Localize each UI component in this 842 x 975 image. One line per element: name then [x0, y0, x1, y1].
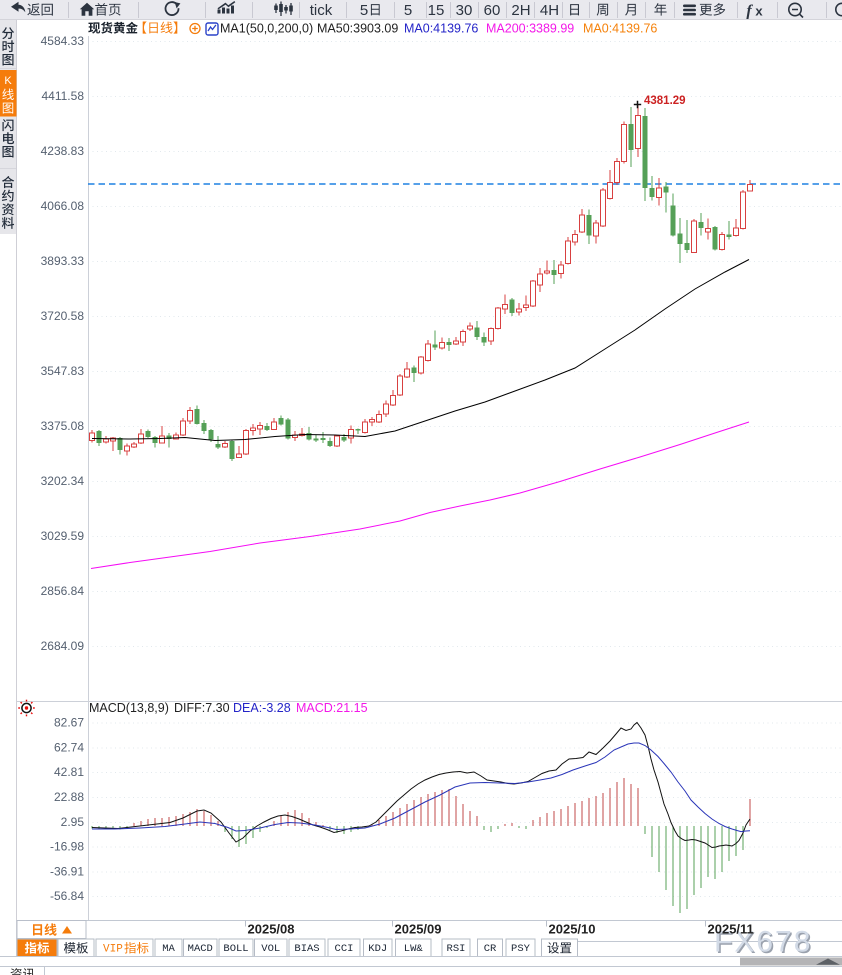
svg-text:3720.58: 3720.58	[41, 309, 85, 323]
svg-text:4H: 4H	[540, 2, 559, 19]
svg-text:MA1(50,0,200,0): MA1(50,0,200,0)	[220, 22, 313, 36]
svg-text:f: f	[746, 3, 753, 20]
svg-text:2856.84: 2856.84	[41, 584, 85, 598]
svg-text:15: 15	[428, 2, 445, 19]
svg-text:MACD: MACD	[188, 943, 213, 955]
svg-text:3893.33: 3893.33	[41, 254, 85, 268]
svg-text:30: 30	[456, 2, 473, 19]
svg-text:x: x	[755, 4, 763, 19]
svg-text:MA0:4139.76: MA0:4139.76	[583, 22, 657, 36]
svg-text:PSY: PSY	[511, 943, 531, 955]
svg-text:FX678: FX678	[716, 927, 814, 960]
svg-text:MA50:3903.09: MA50:3903.09	[317, 22, 398, 36]
svg-text:K: K	[4, 75, 12, 87]
svg-text:62.74: 62.74	[54, 741, 84, 755]
svg-text:FX678: FX678	[714, 926, 812, 959]
svg-text:22.88: 22.88	[54, 790, 84, 804]
svg-text:MACD(13,8,9): MACD(13,8,9)	[89, 701, 169, 715]
svg-text:MA200:3389.99: MA200:3389.99	[486, 22, 574, 36]
svg-text:4066.08: 4066.08	[41, 199, 85, 213]
svg-text:2025/09: 2025/09	[395, 922, 442, 937]
svg-text:MACD:21.15: MACD:21.15	[296, 701, 368, 715]
svg-text:5: 5	[360, 2, 368, 19]
svg-text:-36.91: -36.91	[50, 865, 84, 879]
svg-text:4411.58: 4411.58	[42, 89, 85, 103]
svg-text:BIAS: BIAS	[294, 943, 319, 955]
svg-text:82.67: 82.67	[54, 716, 84, 730]
svg-text:2H: 2H	[511, 2, 530, 19]
svg-text:MA0:4139.76: MA0:4139.76	[404, 22, 478, 36]
svg-text:VIP: VIP	[103, 944, 123, 956]
svg-text:-16.98: -16.98	[50, 840, 84, 854]
svg-text:2.95: 2.95	[61, 815, 85, 829]
svg-text:BOLL: BOLL	[223, 943, 248, 955]
svg-text:DIFF:7.30: DIFF:7.30	[174, 701, 230, 715]
svg-text:2025/11: 2025/11	[708, 922, 754, 937]
svg-text:3202.34: 3202.34	[41, 474, 85, 488]
svg-text:tick: tick	[310, 2, 333, 19]
svg-text:2025/08: 2025/08	[248, 922, 295, 937]
svg-text:KDJ: KDJ	[368, 943, 387, 955]
svg-text:3547.83: 3547.83	[41, 364, 85, 378]
svg-text:MA: MA	[162, 943, 175, 955]
svg-text:VOL: VOL	[261, 943, 280, 955]
svg-text:42.81: 42.81	[54, 765, 84, 779]
svg-text:CCI: CCI	[335, 943, 354, 955]
svg-text:2025/10: 2025/10	[549, 922, 596, 937]
svg-text:4238.83: 4238.83	[41, 144, 85, 158]
svg-text:3029.59: 3029.59	[41, 529, 85, 543]
svg-text:2684.09: 2684.09	[41, 639, 85, 653]
svg-text:4584.33: 4584.33	[41, 34, 85, 48]
svg-text:CR: CR	[484, 943, 497, 955]
svg-text:5: 5	[404, 2, 412, 19]
svg-text:-56.84: -56.84	[50, 889, 84, 903]
svg-text:60: 60	[484, 2, 501, 19]
svg-text:DEA:-3.28: DEA:-3.28	[233, 701, 291, 715]
svg-text:3375.08: 3375.08	[41, 419, 85, 433]
svg-text:4381.29: 4381.29	[644, 95, 686, 107]
svg-text:LW&: LW&	[404, 943, 424, 955]
svg-text:RSI: RSI	[447, 943, 466, 955]
